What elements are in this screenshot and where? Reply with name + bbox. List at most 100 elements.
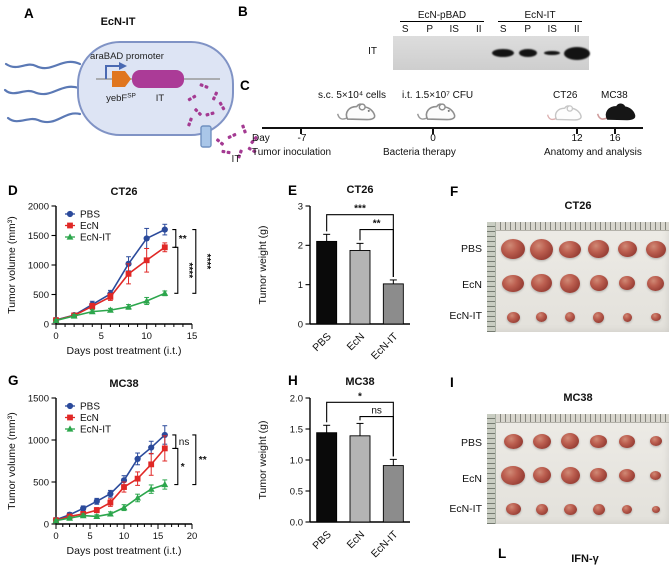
it-fragment-icon xyxy=(187,117,193,127)
tumor-specimen xyxy=(501,239,525,259)
panel-b-label: B xyxy=(238,4,248,19)
blot-lane-label: P xyxy=(426,24,434,35)
it-fragment-icon xyxy=(215,138,225,146)
legend-label: EcN-IT xyxy=(80,232,111,243)
panel-l-label: L xyxy=(498,546,507,561)
timeline xyxy=(262,127,643,129)
sig-bracket xyxy=(172,229,177,248)
timeline-tick xyxy=(300,127,302,134)
photo-row-label: PBS xyxy=(460,243,482,255)
data-point xyxy=(161,226,168,233)
y-tick-label: 3 xyxy=(298,201,303,212)
x-category-label: EcN xyxy=(345,529,368,552)
tumor-specimen xyxy=(649,436,662,446)
photo-row-label: EcN-IT xyxy=(449,310,482,322)
y-tick-label: 1.5 xyxy=(290,424,303,435)
tumor-specimen xyxy=(622,504,632,514)
x-category-label: EcN-IT xyxy=(369,330,401,362)
secretion-channel-icon xyxy=(200,125,212,148)
timeline-tick xyxy=(432,127,434,134)
blot-lane-label: S xyxy=(401,24,409,35)
y-tick-label: 2000 xyxy=(28,201,49,212)
mc38-tumor-weight-chart: MC38 0.0 0.5 1.0 1.5 2.0 Tumor weight (g) PBS Ec… xyxy=(257,376,410,560)
it-fragment-icon xyxy=(218,101,226,111)
tumor-specimen xyxy=(565,312,575,322)
tumor-specimen xyxy=(617,241,637,257)
data-point xyxy=(161,445,168,452)
x-category-label: PBS xyxy=(310,331,333,354)
sig-bracket xyxy=(192,434,197,486)
it-fragment-icon xyxy=(187,94,197,102)
bar-EcN-IT xyxy=(382,465,404,523)
sig-label: * xyxy=(358,391,362,402)
timeline-tick xyxy=(576,127,578,134)
panel-l-title: IFN-γ xyxy=(571,553,599,565)
panel-a-label: A xyxy=(24,6,34,21)
it-fragment-icon xyxy=(227,132,237,140)
data-point xyxy=(67,222,73,229)
data-point xyxy=(66,233,74,240)
blot-lane-label: IS xyxy=(449,24,459,35)
bacteria-diagram: araBAD promoter yebFSP IT IT xyxy=(3,41,258,165)
day-axis-label: Day xyxy=(252,133,270,144)
mouse-icon-ct26 xyxy=(546,105,582,121)
data-point xyxy=(88,308,96,315)
tumor-specimen xyxy=(559,240,581,258)
photo-row-label: PBS xyxy=(460,437,482,449)
blot-lane-label: II xyxy=(475,24,482,35)
panel-g-label: G xyxy=(8,373,19,388)
blot-group-header: EcN-IT xyxy=(498,10,582,22)
ruler-icon xyxy=(496,414,669,423)
it-gene-block xyxy=(132,70,184,88)
sig-bracket xyxy=(172,434,177,449)
data-point xyxy=(89,303,96,310)
x-tick-label: 5 xyxy=(99,331,104,342)
y-tick-label: 0.0 xyxy=(290,517,303,528)
tumor-specimen xyxy=(503,433,523,449)
yebf-signal-block xyxy=(112,71,131,87)
data-point xyxy=(148,461,155,468)
x-category-label: PBS xyxy=(310,529,333,552)
tumor-specimen xyxy=(650,470,661,480)
data-point xyxy=(161,480,169,488)
photo-row-label: EcN xyxy=(462,279,482,291)
data-point xyxy=(107,293,114,300)
it-fragment-icon xyxy=(237,149,243,159)
y-tick-label: 500 xyxy=(33,477,49,488)
y-axis-label: Tumor volume (mm³) xyxy=(6,412,18,510)
tumor-specimen xyxy=(589,275,608,291)
data-point xyxy=(161,244,168,251)
chart-title: MC38 xyxy=(345,376,374,388)
x-category-label: EcN xyxy=(345,331,368,354)
mouse-icon-therapy xyxy=(416,103,456,121)
it-fragment-icon xyxy=(221,149,231,155)
y-tick-label: 1 xyxy=(298,280,303,291)
chart-title: MC38 xyxy=(109,378,138,390)
data-point xyxy=(66,402,74,410)
data-point xyxy=(143,297,151,304)
it-fragment-icon xyxy=(241,124,247,134)
bar-EcN xyxy=(349,249,371,325)
timeline-caption-analysis: Anatomy and analysis xyxy=(544,147,642,158)
blot-band xyxy=(518,49,537,57)
panel-i-title: MC38 xyxy=(563,392,593,404)
legend-label: EcN-IT xyxy=(80,424,111,435)
data-point xyxy=(93,507,100,514)
tumor-specimen xyxy=(532,467,551,483)
it-fragment-icon xyxy=(247,146,257,154)
data-point xyxy=(52,517,60,524)
tumor-specimen xyxy=(563,503,577,515)
legend-label: EcN xyxy=(80,221,99,232)
promoter-arrowhead-icon xyxy=(119,62,127,70)
tumor-specimen xyxy=(531,274,552,292)
data-point xyxy=(134,475,141,482)
data-point xyxy=(66,210,74,218)
tumor-specimen xyxy=(501,465,525,485)
flagellum-icon xyxy=(6,112,82,123)
photo-row-label: EcN-IT xyxy=(449,503,482,515)
blot-band xyxy=(563,46,590,60)
it-fragment-icon xyxy=(250,135,258,145)
flagellum-icon xyxy=(3,85,81,96)
ruler-icon xyxy=(487,222,496,332)
yebf-label: yebFSP xyxy=(106,93,136,105)
